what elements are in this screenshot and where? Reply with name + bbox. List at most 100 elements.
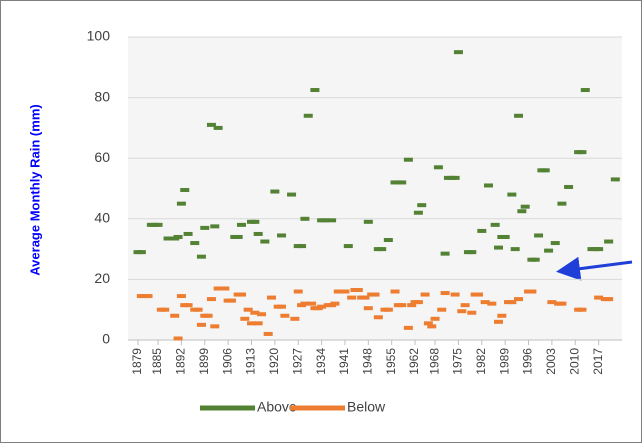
point [196, 254, 206, 259]
x-tick-label: 1955 [384, 348, 398, 375]
point [397, 180, 407, 185]
point [213, 125, 223, 130]
point [500, 234, 510, 239]
point [383, 238, 393, 243]
point [490, 222, 500, 227]
point [530, 257, 540, 262]
point [407, 303, 417, 308]
y-axis-label: Average Monthly Rain (mm) [27, 104, 42, 275]
point [136, 250, 146, 255]
point [173, 234, 183, 239]
point [193, 307, 203, 312]
point [317, 304, 327, 309]
plot-area [128, 37, 622, 340]
point [280, 313, 290, 318]
x-tick-label: 1885 [150, 348, 164, 375]
point [343, 244, 353, 249]
point [210, 224, 220, 229]
point [236, 222, 246, 227]
point [206, 122, 216, 127]
point [450, 175, 460, 180]
point [370, 292, 380, 297]
point [277, 304, 287, 309]
point [450, 292, 460, 297]
y-tick-label: 60 [94, 149, 110, 165]
y-tick-label: 40 [94, 210, 110, 226]
point [247, 321, 256, 326]
point [457, 309, 467, 314]
point [363, 306, 373, 311]
point [236, 292, 246, 297]
point [397, 303, 407, 308]
point [487, 301, 497, 306]
y-tick-label: 80 [94, 88, 110, 104]
point [287, 192, 297, 197]
point [253, 321, 263, 326]
point [497, 313, 507, 318]
point [544, 248, 554, 253]
point [297, 244, 307, 249]
point [257, 312, 267, 317]
x-tick-label: 1934 [314, 348, 328, 375]
point [514, 297, 524, 302]
point [423, 321, 433, 326]
point [417, 203, 427, 208]
legend-label: Below [347, 399, 386, 415]
x-tick-label: 1941 [337, 348, 351, 375]
point [180, 188, 190, 193]
point [564, 184, 574, 189]
x-tick-label: 2017 [591, 348, 605, 375]
point [453, 50, 463, 55]
point [347, 295, 357, 300]
point [143, 294, 153, 299]
point [413, 300, 423, 305]
point [277, 233, 287, 238]
x-tick-label: 1962 [407, 348, 421, 375]
y-tick-label: 100 [87, 28, 111, 44]
point [517, 209, 527, 214]
point [220, 286, 230, 291]
point [260, 239, 270, 244]
x-tick-label: 1989 [497, 348, 511, 375]
point [373, 315, 383, 320]
point [577, 307, 587, 312]
point [557, 301, 567, 306]
point [467, 250, 477, 255]
point [240, 316, 250, 321]
point [360, 295, 370, 300]
point [604, 297, 614, 302]
point [320, 218, 330, 223]
point [203, 313, 213, 318]
point [594, 295, 604, 300]
point [200, 225, 210, 230]
x-tick-label: 1975 [451, 348, 465, 375]
point [233, 234, 243, 239]
point [440, 291, 450, 296]
point [580, 88, 590, 93]
point [170, 313, 180, 318]
point [263, 331, 273, 336]
point [494, 245, 503, 250]
x-tick-label: 2010 [567, 348, 581, 375]
point [250, 219, 260, 224]
point [210, 324, 220, 329]
point [480, 300, 490, 305]
point [577, 150, 587, 155]
x-tick-label: 1982 [474, 348, 488, 375]
point [290, 316, 300, 321]
point [467, 310, 477, 315]
point [440, 251, 450, 256]
point [183, 231, 193, 236]
point [253, 231, 263, 236]
point [303, 113, 313, 118]
point [176, 294, 186, 299]
point [433, 165, 443, 170]
point [310, 88, 320, 93]
point [383, 307, 393, 312]
point [226, 298, 236, 303]
point [510, 247, 520, 252]
x-tick-label: 1906 [220, 348, 234, 375]
point [377, 247, 387, 252]
point [190, 241, 200, 246]
